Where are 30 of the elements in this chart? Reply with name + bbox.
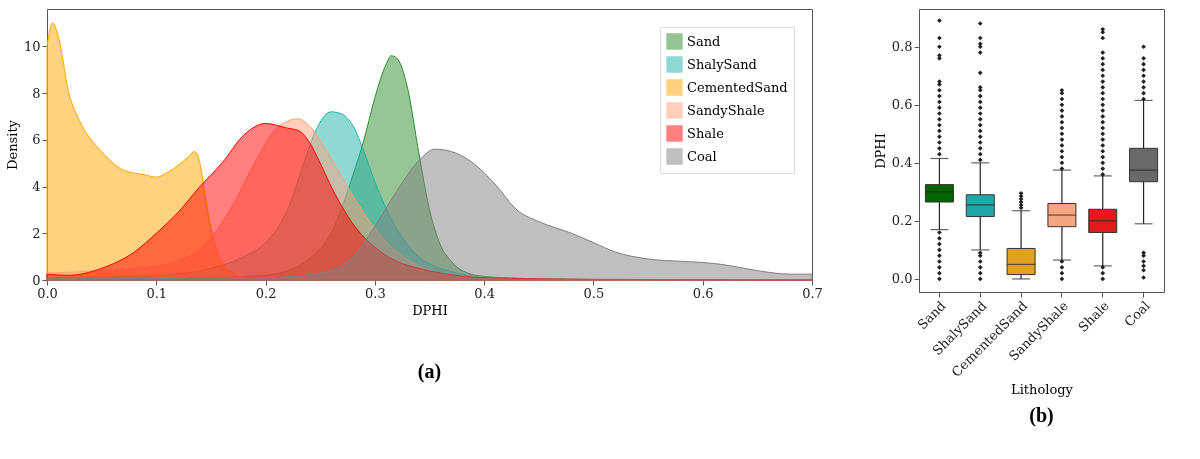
x-tick-label: 0.1 [146,285,168,301]
x-tick-label: 0.5 [583,285,605,301]
y-tick-label: 0 [32,272,41,288]
x-tick-label: 0.6 [692,285,714,301]
y-axis-title: DPHI [872,133,888,169]
y-tick-label: 0.6 [891,97,913,113]
text: (a) [417,360,442,383]
legend-label: Sand [687,33,721,49]
x-tick-label: 0.3 [365,285,386,301]
y-tick-label: 0.2 [891,213,913,229]
y-tick-label: 8 [32,85,41,101]
y-tick-label: 6 [32,132,41,148]
y-tick-label: 10 [23,38,41,54]
y-tick-label: 4 [32,179,41,195]
x-axis-title: DPHI [412,302,448,318]
y-tick-label: 2 [32,225,41,241]
y-tick-label: 0.0 [891,271,913,287]
y-tick-label: 0.4 [891,155,913,171]
legend-label: Coal [687,148,717,164]
legend-label: ShalySand [687,56,757,72]
text: (b) [1029,404,1054,428]
x-tick-label: 0.7 [802,285,823,301]
x-tick-label: 0.4 [474,285,495,301]
y-tick-label: 0.8 [891,39,913,55]
legend-label: CementedSand [687,79,788,95]
y-axis-title: Density [4,119,20,170]
x-tick-label: 0.2 [255,285,277,301]
legend-label: Shale [687,125,725,141]
legend-label: SandyShale [687,102,765,118]
x-axis-title: Lithology [1011,381,1074,397]
